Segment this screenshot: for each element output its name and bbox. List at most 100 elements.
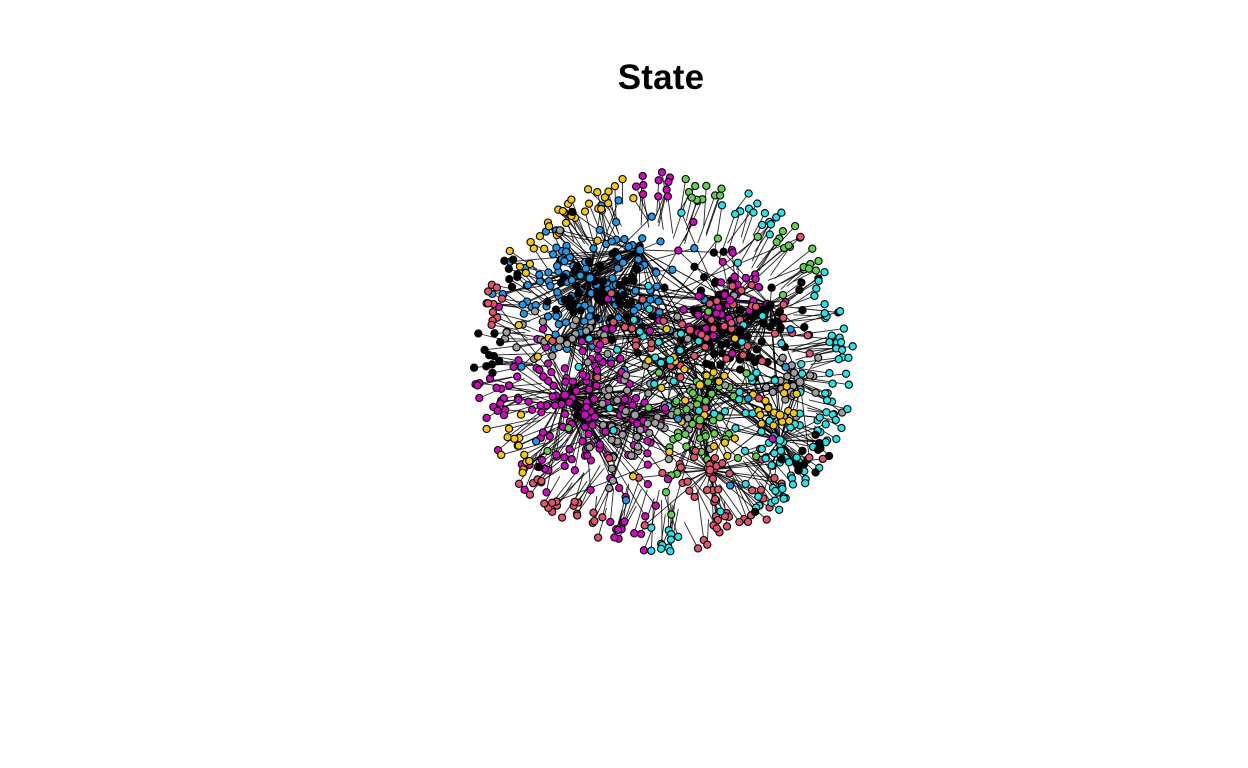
network-node [618, 174, 627, 184]
network-node [560, 257, 569, 266]
network-node [608, 324, 617, 334]
network-node [638, 234, 647, 243]
network-node [487, 320, 496, 330]
network-node [570, 466, 579, 475]
network-node [734, 395, 744, 404]
network-node [710, 453, 720, 463]
network-node [728, 248, 737, 257]
network-edge [559, 237, 801, 341]
network-node [677, 320, 687, 329]
network-node [482, 362, 491, 371]
network-node [694, 337, 703, 346]
network-node [764, 403, 773, 413]
network-node [797, 359, 806, 369]
network-node [560, 409, 570, 419]
network-edge [705, 195, 721, 236]
network-node [582, 403, 591, 412]
network-node [568, 377, 578, 386]
network-node [783, 372, 792, 381]
network-node [548, 351, 557, 361]
network-node [759, 319, 768, 328]
network-node [620, 235, 629, 244]
network-node [639, 546, 649, 555]
network-node [574, 362, 583, 372]
network-node [751, 302, 761, 311]
network-node [832, 434, 841, 444]
network-edge [709, 469, 770, 508]
network-node [735, 387, 744, 397]
network-node [672, 396, 681, 406]
network-node [578, 346, 587, 356]
network-node [513, 272, 522, 282]
network-node [754, 282, 763, 292]
network-node [492, 283, 502, 292]
network-edge [779, 439, 820, 469]
network-node [631, 341, 641, 350]
network-node [790, 221, 800, 231]
network-node [652, 268, 661, 277]
network-node [683, 477, 692, 486]
network-node [710, 349, 719, 359]
network-hub-node [635, 245, 645, 255]
network-node [700, 272, 709, 282]
network-node [548, 250, 558, 259]
network-node [540, 244, 549, 253]
network-node [523, 280, 533, 290]
network-edge [742, 460, 772, 503]
network-node [567, 275, 577, 285]
network-node [543, 446, 552, 456]
network-node [621, 496, 631, 505]
network-node [757, 444, 767, 454]
network-node [647, 546, 656, 555]
network-edge [601, 489, 610, 518]
network-node [814, 256, 823, 266]
network-node [567, 195, 576, 204]
network-edge [517, 276, 545, 304]
network-node [643, 449, 652, 458]
network-node [786, 423, 795, 432]
network-node [645, 428, 654, 438]
network-node [607, 464, 617, 473]
network-node [638, 190, 648, 199]
network-node [820, 309, 829, 318]
network-node [590, 516, 599, 526]
network-node [811, 266, 821, 275]
network-node [753, 232, 762, 241]
network-edge [795, 346, 837, 361]
network-node [733, 453, 743, 463]
network-node [771, 486, 780, 496]
network-node [744, 394, 753, 403]
network-node [607, 289, 616, 298]
network-node [744, 189, 753, 198]
network-node [720, 290, 729, 300]
network-node [702, 359, 711, 368]
network-node [611, 217, 621, 227]
network-node [518, 300, 527, 309]
network-node [639, 180, 648, 190]
network-node [666, 535, 676, 544]
network-node [702, 181, 711, 191]
network-node [565, 445, 574, 454]
network-node [747, 280, 756, 290]
network-node [757, 419, 766, 428]
network-node [622, 386, 632, 395]
network-node [737, 286, 746, 295]
network-node [654, 176, 663, 185]
network-node [558, 206, 567, 216]
network-node [593, 236, 602, 245]
network-edge [740, 208, 750, 238]
network-edge [776, 423, 803, 452]
network-node [673, 407, 682, 416]
network-node [631, 182, 641, 191]
network-node [664, 177, 673, 187]
network-edge [570, 199, 588, 241]
network-edge [543, 476, 561, 504]
network-node [484, 287, 493, 296]
network-node [674, 532, 683, 541]
network-edge [484, 343, 535, 351]
network-node [605, 385, 614, 394]
network-node [730, 434, 739, 443]
network-node [779, 389, 789, 398]
network-node [606, 359, 616, 368]
network-node [679, 305, 688, 314]
